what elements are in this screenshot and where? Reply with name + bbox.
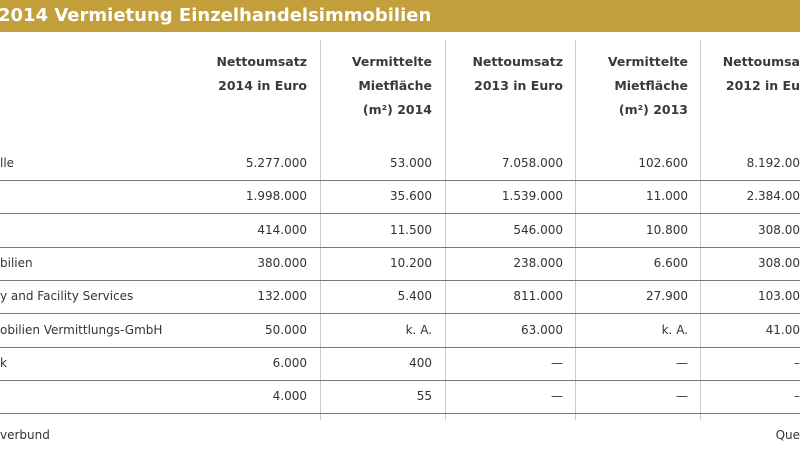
column-header: Vermittelte (607, 54, 688, 69)
cell: 53.000 (390, 156, 432, 170)
column-header: 2013 in Euro (474, 78, 563, 93)
cell: 7.058.000 (501, 156, 563, 170)
column-divider (575, 40, 576, 420)
cell: 103.00 (758, 289, 800, 304)
title: 2014 Vermietung Einzelhandelsimmobilien (0, 5, 432, 26)
row-label: obilien Vermittlungs-GmbH (0, 322, 163, 337)
cell: 5.400 (397, 289, 432, 304)
cell: — (676, 389, 688, 404)
column-header: 2014 in Euro (218, 78, 307, 93)
cell: 11.000 (646, 189, 688, 204)
cell: 50.000 (265, 322, 307, 337)
row-divider (0, 379, 800, 381)
cell: 35.600 (390, 189, 432, 204)
cell: k. A. (661, 322, 688, 337)
row-label: bilien (0, 255, 33, 270)
cell: 55 (416, 389, 432, 404)
cell: 10.800 (646, 222, 688, 237)
cell: 380.000 (257, 255, 307, 270)
cell: 238.000 (513, 255, 563, 270)
column-header: (m²) 2013 (618, 102, 688, 117)
cell: 2.384.00 (746, 189, 800, 204)
cell: 6.600 (653, 255, 688, 270)
column-header: Nettoumsatz (216, 54, 307, 69)
row-divider (0, 313, 800, 315)
column-divider (320, 40, 321, 420)
row-divider (0, 279, 800, 281)
column-header: Nettoumsatz (472, 54, 563, 69)
cell: 132.000 (257, 289, 307, 304)
footer-left: verbund (0, 428, 50, 442)
cell: 10.200 (390, 255, 432, 270)
cell: — (676, 355, 688, 370)
cell: – (794, 389, 800, 404)
cell: – (794, 355, 800, 370)
cell: 414.000 (257, 222, 307, 237)
footer-right: Que (775, 428, 800, 442)
row-divider (0, 213, 800, 215)
cell: 6.000 (272, 355, 307, 370)
column-header: Mietfläche (358, 78, 432, 93)
cell: 27.900 (646, 289, 688, 304)
column-header: 2012 in Eu (725, 78, 800, 93)
cell: 308.00 (758, 222, 800, 237)
cell: — (551, 389, 563, 404)
cell: 4.000 (272, 389, 307, 404)
cell: 5.277.000 (245, 156, 307, 170)
row-divider (0, 180, 800, 181)
column-divider (445, 40, 446, 420)
cell: 102.600 (638, 156, 688, 170)
row-divider (0, 246, 800, 248)
cell: 400 (409, 355, 432, 370)
row-label: lle (0, 156, 15, 170)
cell: 1.539.000 (501, 189, 563, 204)
column-header: Mietfläche (614, 78, 688, 93)
row-divider (0, 346, 800, 348)
column-header: Vermittelte (351, 54, 432, 69)
cell: 41.00 (765, 322, 800, 337)
cell: — (551, 355, 563, 370)
column-header: Nettoumsa (722, 54, 800, 69)
row-divider (0, 413, 800, 415)
cell: 308.00 (758, 255, 800, 270)
title-bar: 2014 Vermietung Einzelhandelsimmobilien (0, 0, 800, 32)
cell: 8.192.00 (746, 156, 800, 170)
cell: 11.500 (390, 222, 432, 237)
column-header: (m²) 2014 (362, 102, 432, 117)
cell: 63.000 (521, 322, 563, 337)
cell: 546.000 (513, 222, 563, 237)
row-label: y and Facility Services (0, 289, 134, 304)
row-label: k (0, 355, 7, 370)
cell: k. A. (405, 322, 432, 337)
cell: 811.000 (513, 289, 563, 304)
column-divider (700, 40, 701, 420)
cell: 1.998.000 (245, 189, 307, 204)
